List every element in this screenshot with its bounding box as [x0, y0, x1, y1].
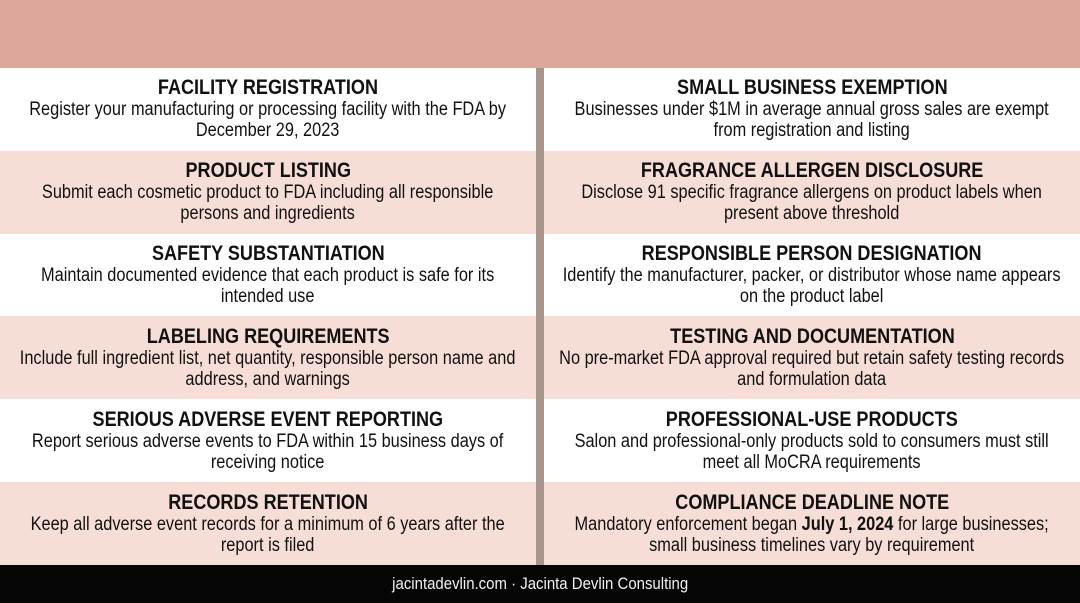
requirement-description: Keep all adverse event records for a min…: [30, 513, 506, 556]
requirement-cell: PROFESSIONAL-USE PRODUCTS Salon and prof…: [544, 399, 1080, 483]
requirement-description: Include full ingredient list, net quanti…: [20, 347, 516, 390]
requirement-cell: LABELING REQUIREMENTS Include full ingre…: [0, 316, 536, 400]
requirement-cell: FACILITY REGISTRATION Register your manu…: [0, 68, 536, 151]
requirement-cell: SAFETY SUBSTANTIATION Maintain documente…: [0, 233, 536, 317]
requirement-title: FRAGRANCE ALLERGEN DISCLOSURE: [640, 159, 984, 183]
requirement-description: Identify the manufacturer, packer, or di…: [563, 265, 1061, 308]
requirement-description: Mandatory enforcement began July 1, 2024…: [559, 514, 1066, 556]
footer: jacintadevlin.com · Jacinta Devlin Consu…: [0, 565, 1080, 603]
column-divider: [536, 68, 544, 565]
requirement-title: SERIOUS ADVERSE EVENT REPORTING: [92, 407, 444, 431]
requirement-title: RESPONSIBLE PERSON DESIGNATION: [642, 242, 982, 266]
requirement-title: FACILITY REGISTRATION: [157, 76, 379, 100]
requirement-title: PRODUCT LISTING: [185, 159, 351, 183]
requirement-cell: SMALL BUSINESS EXEMPTION Businesses unde…: [544, 68, 1080, 151]
requirement-description: Submit each cosmetic product to FDA incl…: [42, 182, 494, 225]
left-column: FACILITY REGISTRATION Register your manu…: [0, 68, 536, 565]
requirement-description: Register your manufacturing or processin…: [29, 99, 507, 142]
requirement-description: Disclose 91 specific fragrance allergens…: [581, 182, 1043, 225]
requirement-description: Businesses under $1M in average annual g…: [574, 99, 1050, 142]
requirement-title: RECORDS RETENTION: [168, 490, 368, 514]
requirement-cell: FRAGRANCE ALLERGEN DISCLOSURE Disclose 9…: [544, 150, 1080, 234]
requirement-description: No pre-market FDA approval required but …: [559, 347, 1065, 390]
requirement-description: Salon and professional-only products sol…: [574, 430, 1050, 473]
requirement-title: SAFETY SUBSTANTIATION: [151, 242, 385, 266]
deadline-date: July 1, 2024: [802, 513, 894, 535]
requirement-cell: PRODUCT LISTING Submit each cosmetic pro…: [0, 150, 536, 234]
requirement-title: PROFESSIONAL-USE PRODUCTS: [666, 407, 958, 431]
requirement-cell: RECORDS RETENTION Keep all adverse event…: [0, 482, 536, 565]
requirement-cell: TESTING AND DOCUMENTATION No pre-market …: [544, 316, 1080, 400]
requirement-title: LABELING REQUIREMENTS: [146, 324, 390, 348]
requirement-title: COMPLIANCE DEADLINE NOTE: [675, 490, 949, 514]
description-text: Mandatory enforcement began: [574, 513, 803, 535]
requirement-cell: COMPLIANCE DEADLINE NOTE Mandatory enfor…: [544, 482, 1080, 565]
requirement-description: Report serious adverse events to FDA wit…: [32, 430, 504, 473]
right-column: SMALL BUSINESS EXEMPTION Businesses unde…: [544, 68, 1080, 565]
requirement-cell: RESPONSIBLE PERSON DESIGNATION Identify …: [544, 233, 1080, 317]
requirement-title: TESTING AND DOCUMENTATION: [669, 324, 955, 348]
requirement-cell: SERIOUS ADVERSE EVENT REPORTING Report s…: [0, 399, 536, 483]
footer-text: jacintadevlin.com · Jacinta Devlin Consu…: [391, 574, 689, 593]
requirement-description: Maintain documented evidence that each p…: [41, 265, 495, 308]
header-band: [0, 0, 1080, 68]
description-text: for large businesses; small business tim…: [649, 513, 1050, 556]
requirement-title: SMALL BUSINESS EXEMPTION: [676, 76, 948, 100]
